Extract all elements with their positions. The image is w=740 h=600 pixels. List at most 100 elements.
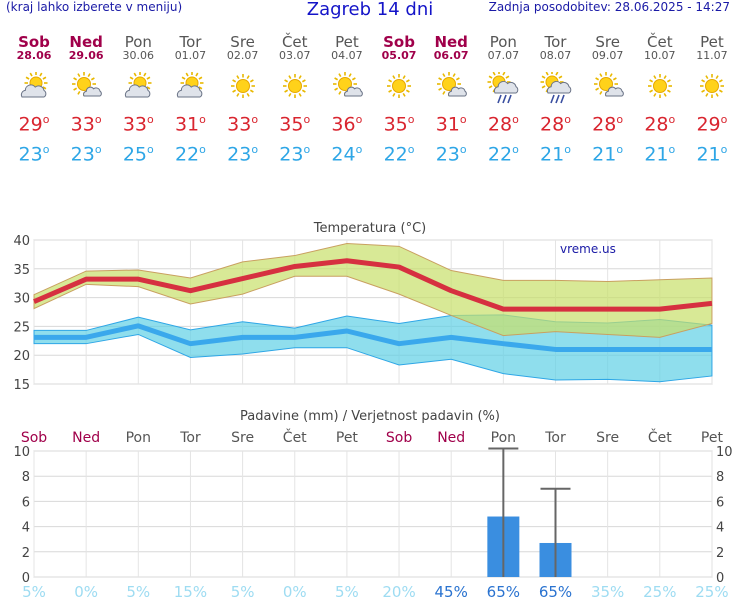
- day-label: Ned: [72, 430, 100, 446]
- probability-label: 0%: [74, 583, 98, 600]
- min-temp: 23o: [18, 143, 50, 166]
- day-label: Sob: [386, 430, 412, 446]
- day-date: 03.07: [279, 49, 311, 62]
- probability-label: 65%: [487, 583, 520, 600]
- day-header: Sre 02.07: [217, 34, 269, 62]
- max-temp: 36o: [331, 113, 363, 136]
- y-tick-label-right: 8: [716, 470, 724, 485]
- day-date: 10.07: [644, 49, 676, 62]
- min-temp: 22o: [487, 143, 519, 166]
- max-temp: 33o: [70, 113, 102, 136]
- day-header: Sob 28.06: [8, 34, 60, 62]
- day-label: Pon: [491, 430, 516, 446]
- probability-label: 15%: [174, 583, 207, 600]
- y-tick-label: 2: [22, 546, 30, 561]
- y-tick-label: 8: [22, 470, 30, 485]
- day-date: 07.07: [487, 49, 520, 62]
- day-header: Čet 03.07: [269, 34, 321, 62]
- day-label: Pet: [701, 430, 724, 446]
- day-name: Sre: [595, 33, 620, 51]
- day-name: Ned: [69, 33, 103, 51]
- min-temp: 23o: [70, 143, 102, 166]
- max-temp: 31o: [435, 113, 467, 136]
- day-name: Pon: [489, 33, 517, 51]
- y-tick-label: 30: [13, 292, 30, 307]
- min-temp: 23o: [279, 143, 311, 166]
- min-temp: 23o: [435, 143, 467, 166]
- day-label: Tor: [179, 430, 201, 446]
- probability-label: 45%: [435, 583, 468, 600]
- day-label: Ned: [437, 430, 465, 446]
- sun-rain-icon: [487, 72, 519, 104]
- day-name: Tor: [179, 33, 202, 51]
- y-tick-label: 10: [13, 445, 30, 460]
- max-temp: 28o: [487, 113, 519, 136]
- max-temp: 33o: [227, 113, 259, 136]
- day-name: Čet: [281, 33, 308, 51]
- sun-small-cloud-icon: [437, 72, 467, 97]
- day-label: Čet: [283, 428, 307, 446]
- day-date: 29.06: [68, 49, 104, 62]
- chart-title: Padavine (mm) / Verjetnost padavin (%): [240, 409, 500, 424]
- day-header: Ned 06.07: [425, 34, 477, 62]
- min-temp: 22o: [383, 143, 415, 166]
- precipitation-chart: Padavine (mm) / Verjetnost padavin (%) So…: [13, 409, 732, 600]
- day-label: Sre: [231, 430, 254, 446]
- day-header: Pon 30.06: [112, 34, 164, 62]
- y-tick-label-right: 2: [716, 546, 724, 561]
- sun-cloud-icon: [20, 72, 48, 98]
- sun-icon: [387, 74, 412, 98]
- day-name: Čet: [647, 33, 673, 51]
- day-date: 02.07: [226, 49, 259, 62]
- day-label: Sob: [21, 430, 47, 446]
- day-date: 11.07: [696, 49, 728, 62]
- sun-small-cloud-icon: [593, 72, 624, 97]
- day-date: 01.07: [174, 49, 207, 62]
- y-tick-label: 15: [13, 378, 30, 392]
- max-temp: 28o: [540, 113, 571, 136]
- min-temp: 21o: [644, 143, 676, 166]
- day-name: Sre: [230, 33, 255, 51]
- max-temp: 31o: [174, 113, 206, 136]
- min-temp: 21o: [592, 143, 624, 166]
- y-tick-label: 35: [13, 263, 30, 278]
- last-updated: Zadnja posodobitev: 28.06.2025 - 14:27: [488, 0, 730, 14]
- day-label: Pet: [336, 430, 359, 446]
- day-name: Sob: [383, 33, 415, 51]
- min-temp: 25o: [122, 143, 154, 166]
- min-temp: 22o: [174, 143, 206, 166]
- day-header: Ned 29.06: [60, 34, 112, 62]
- sun-icon: [699, 74, 724, 98]
- day-name: Sob: [18, 33, 50, 51]
- probability-label: 65%: [539, 583, 572, 600]
- day-date: 04.07: [331, 49, 363, 62]
- day-label: Pon: [126, 430, 151, 446]
- temperature-chart: Temperatura (°C) 15 20 25 30 35 40 vreme.us: [13, 221, 713, 392]
- min-temp: 23o: [227, 143, 259, 166]
- min-temp: 21o: [696, 143, 728, 166]
- day-header: Tor 08.07: [530, 34, 582, 62]
- probability-label: 25%: [643, 583, 676, 600]
- sun-icon: [282, 74, 307, 98]
- min-temp-line: [34, 323, 712, 352]
- probability-label: 5%: [231, 583, 255, 600]
- max-temp: 35o: [279, 113, 311, 136]
- day-date: 09.07: [591, 49, 624, 62]
- max-temp: 28o: [644, 113, 676, 136]
- y-tick-label-right: 4: [716, 521, 724, 536]
- day-header: Sre 09.07: [582, 34, 634, 62]
- menu-hint[interactable]: (kraj lahko izberete v meniju): [6, 0, 183, 14]
- probability-label: 20%: [382, 583, 415, 600]
- day-date: 06.07: [433, 49, 469, 62]
- day-date: 08.07: [539, 49, 572, 62]
- day-name: Pet: [335, 33, 359, 51]
- day-name: Pet: [700, 33, 724, 51]
- day-header: Pon 07.07: [477, 34, 529, 62]
- max-temp: 28o: [592, 113, 624, 136]
- chart-title: Temperatura (°C): [313, 221, 426, 236]
- plot-frame: [33, 450, 713, 578]
- y-tick-label: 0: [22, 571, 30, 586]
- probability-label: 25%: [695, 583, 728, 600]
- max-temp-line: [33, 258, 713, 312]
- probability-label: 0%: [283, 583, 307, 600]
